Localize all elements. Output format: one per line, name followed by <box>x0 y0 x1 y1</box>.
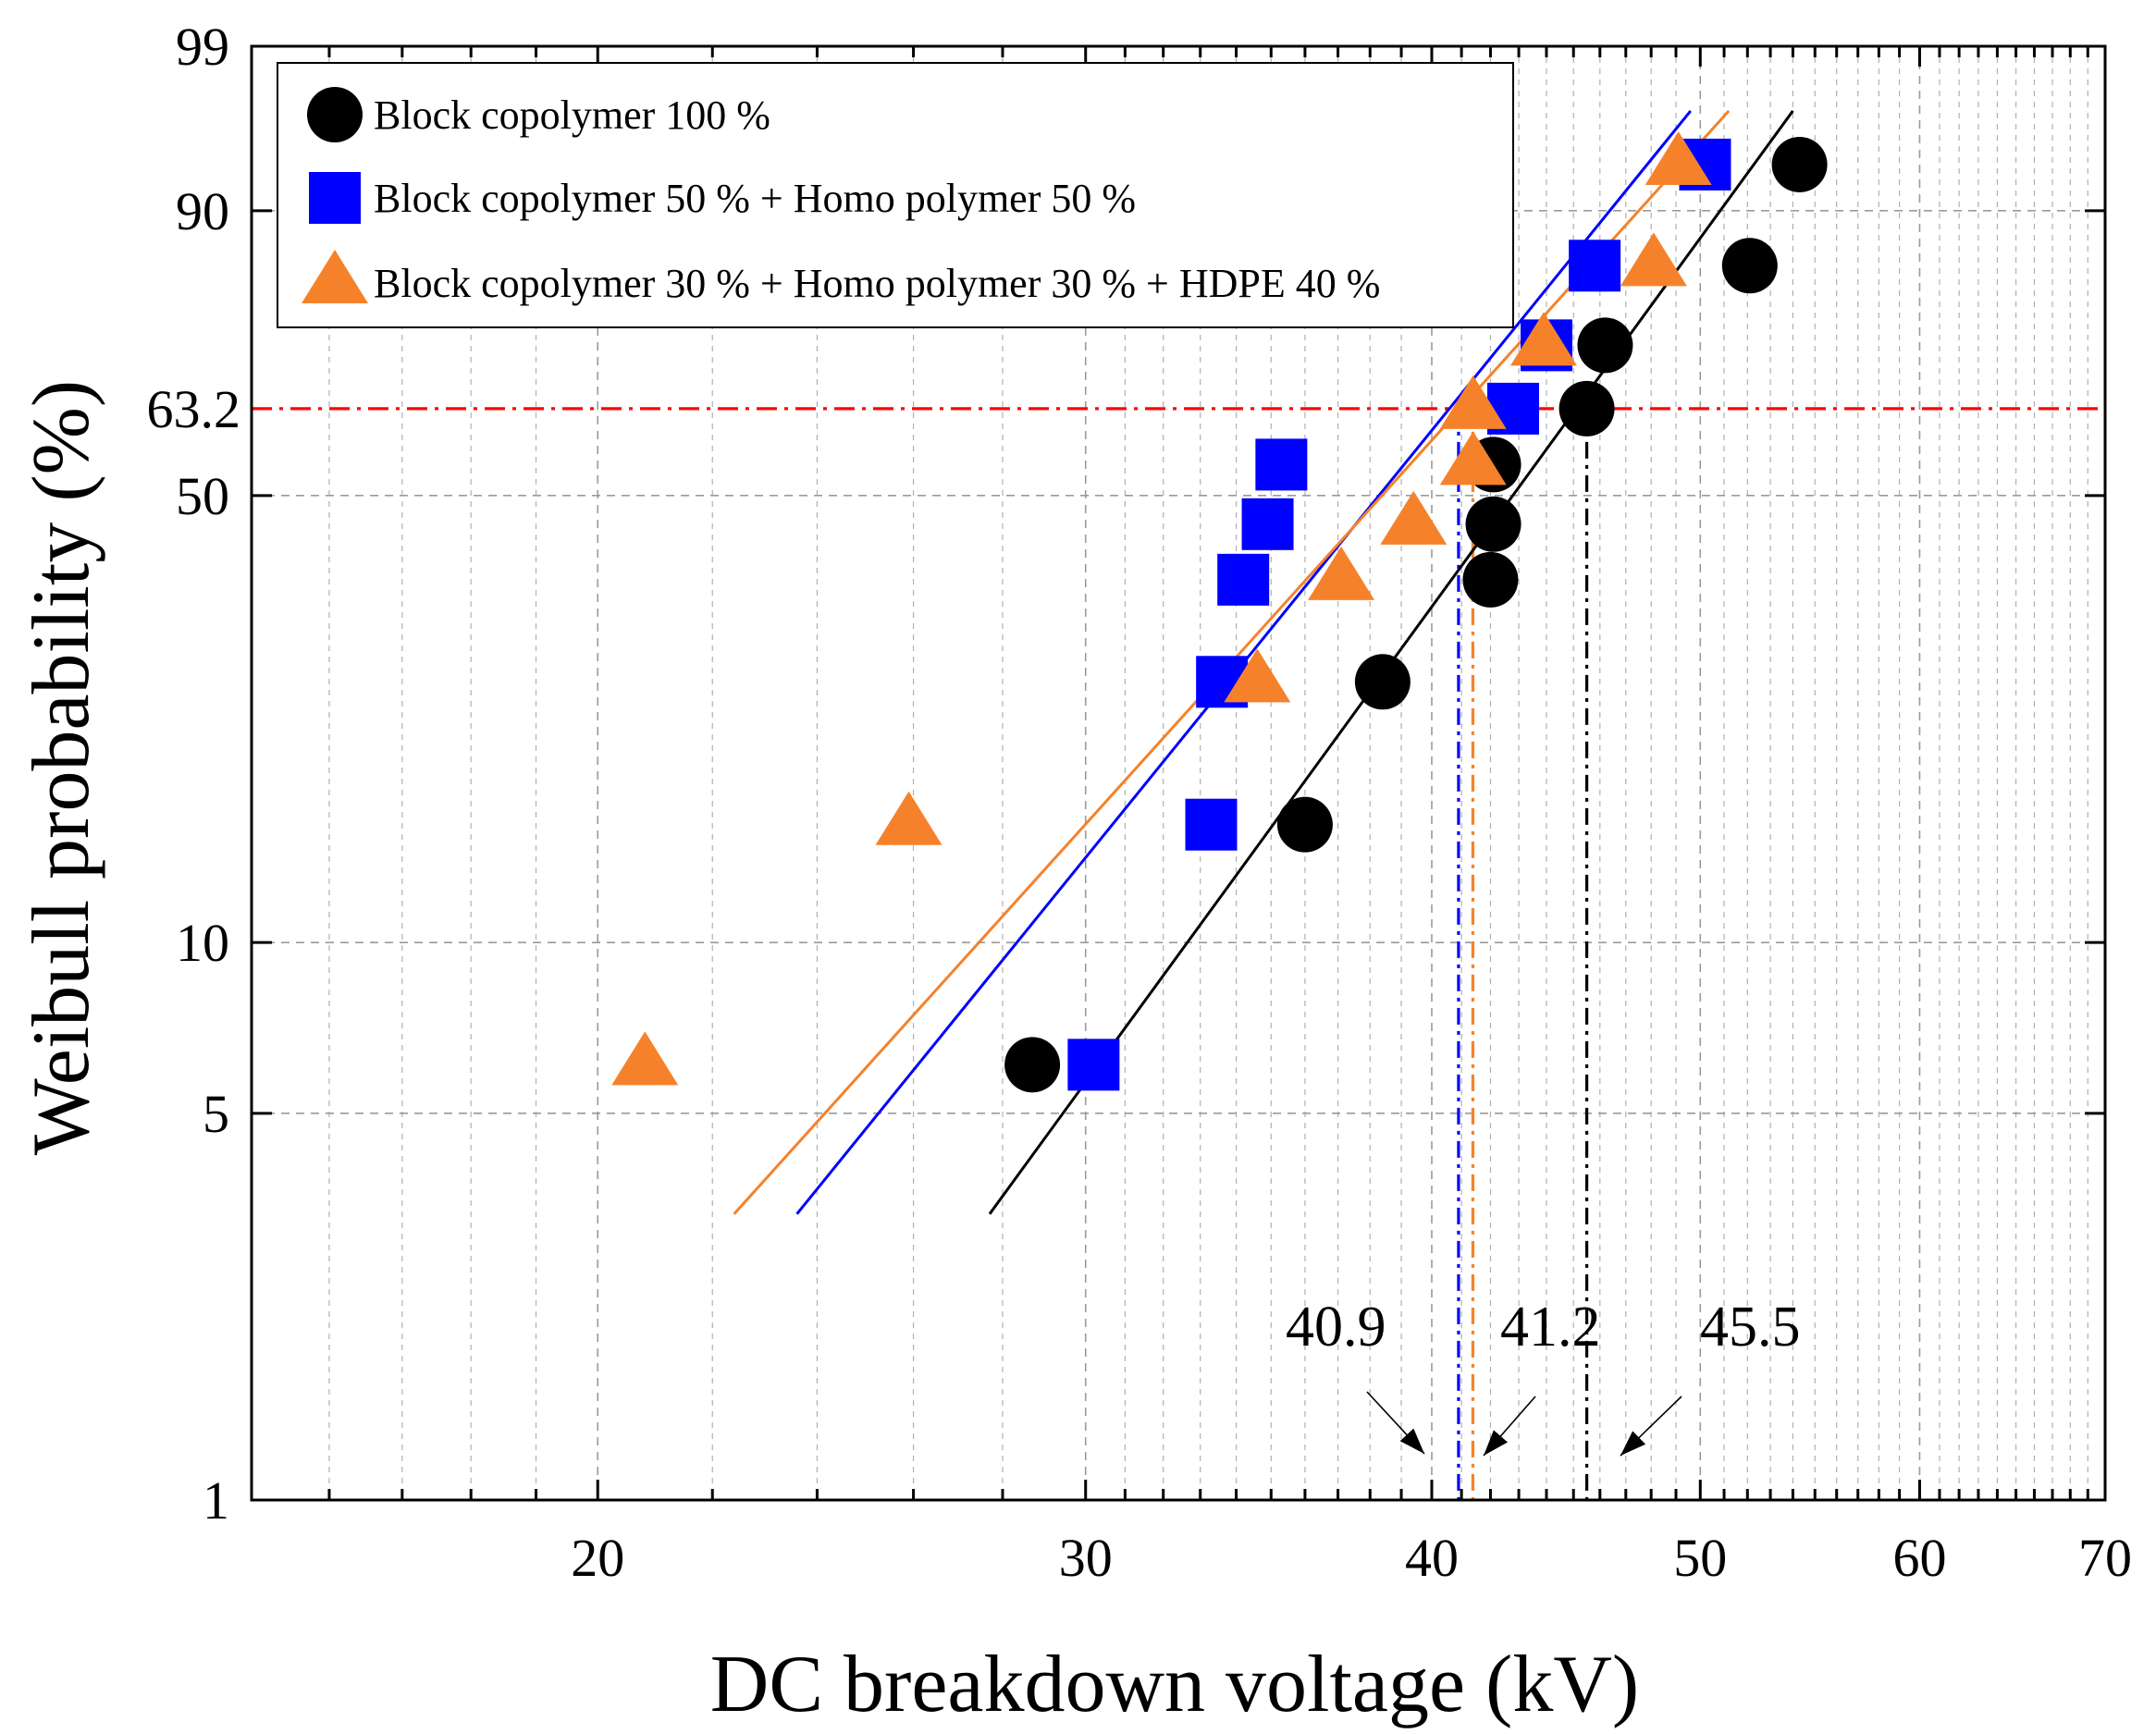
x-axis-label: DC breakdown voltage (kV) <box>710 1640 1639 1729</box>
annotation-41.2: 41.2 <box>1500 1296 1601 1359</box>
plot-frame <box>250 44 2107 1502</box>
y-tick-label: 1 <box>203 1470 229 1531</box>
data-point-series-3 <box>1439 431 1507 486</box>
data-point-series-1 <box>1721 238 1778 294</box>
data-point-series-3 <box>1224 648 1291 703</box>
legend-marker-series-3 <box>302 250 368 304</box>
y-tick-label: 5 <box>203 1084 229 1144</box>
legend-box <box>277 62 1514 328</box>
data-point-series-2 <box>1185 798 1238 851</box>
data-point-series-3 <box>1645 130 1712 185</box>
x-tick-label: 30 <box>1059 1528 1113 1588</box>
x-tick-label: 20 <box>571 1528 624 1588</box>
data-point-series-3 <box>611 1031 679 1086</box>
reference-line-label: 63.2 <box>147 379 241 439</box>
grid-layer <box>252 46 2106 1500</box>
legend-label-series-1: Block copolymer 100 % <box>374 92 770 138</box>
legend-marker-series-2 <box>309 172 361 224</box>
y-tick-label: 50 <box>176 466 229 526</box>
y-axis-label: Weibull probability (%) <box>17 380 106 1156</box>
y-tick-label: 99 <box>176 17 229 77</box>
legend-label-series-2: Block copolymer 50 % + Homo polymer 50 % <box>374 176 1136 221</box>
x-tick-label: 70 <box>2078 1528 2132 1588</box>
data-point-series-3 <box>1620 232 1687 287</box>
data-point-series-3 <box>1308 546 1375 600</box>
annotation-arrow-head <box>1620 1431 1646 1456</box>
annotation-arrow-head <box>1399 1428 1424 1454</box>
annotation-arrow-head <box>1484 1430 1508 1456</box>
annotation-40.9: 40.9 <box>1286 1296 1386 1359</box>
data-point-series-3 <box>875 791 942 845</box>
legend-label-series-3: Block copolymer 30 % + Homo polymer 30 %… <box>374 261 1380 306</box>
x-tick-label: 40 <box>1405 1528 1459 1588</box>
data-point-series-1 <box>1276 796 1333 853</box>
y-tick-label: 10 <box>176 913 229 973</box>
data-point-series-1 <box>1558 380 1615 437</box>
data-point-series-3 <box>1510 312 1578 366</box>
data-points-layer <box>611 130 1828 1093</box>
data-point-series-2 <box>1569 240 1621 292</box>
y-tick-label: 90 <box>176 181 229 241</box>
data-point-series-1 <box>1465 496 1522 552</box>
annotations-layer: 40.9 41.2 45.5 <box>1286 1296 1801 1457</box>
legend-marker-series-1 <box>307 87 363 142</box>
x-tick-label: 50 <box>1673 1528 1727 1588</box>
annotation-45.5: 45.5 <box>1700 1296 1801 1359</box>
data-point-series-2 <box>1217 553 1270 606</box>
data-point-series-2 <box>1067 1039 1120 1091</box>
reference-line-layer: 63.2 <box>147 379 2105 1500</box>
data-point-series-1 <box>1004 1037 1061 1093</box>
data-point-series-2 <box>1241 498 1294 550</box>
axes-layer: 20 30 40 50 60 70 1 5 10 50 90 99 <box>176 17 2132 1588</box>
legend: Block copolymer 100 % Block copolymer 50 … <box>277 62 1514 328</box>
x-tick-label: 60 <box>1892 1528 1946 1588</box>
data-point-series-2 <box>1255 438 1308 491</box>
data-point-series-1 <box>1354 654 1411 710</box>
data-point-series-1 <box>1771 136 1828 192</box>
data-point-series-1 <box>1462 551 1519 608</box>
data-point-series-1 <box>1577 317 1633 374</box>
data-point-series-3 <box>1439 375 1507 429</box>
data-point-series-3 <box>1380 490 1448 545</box>
